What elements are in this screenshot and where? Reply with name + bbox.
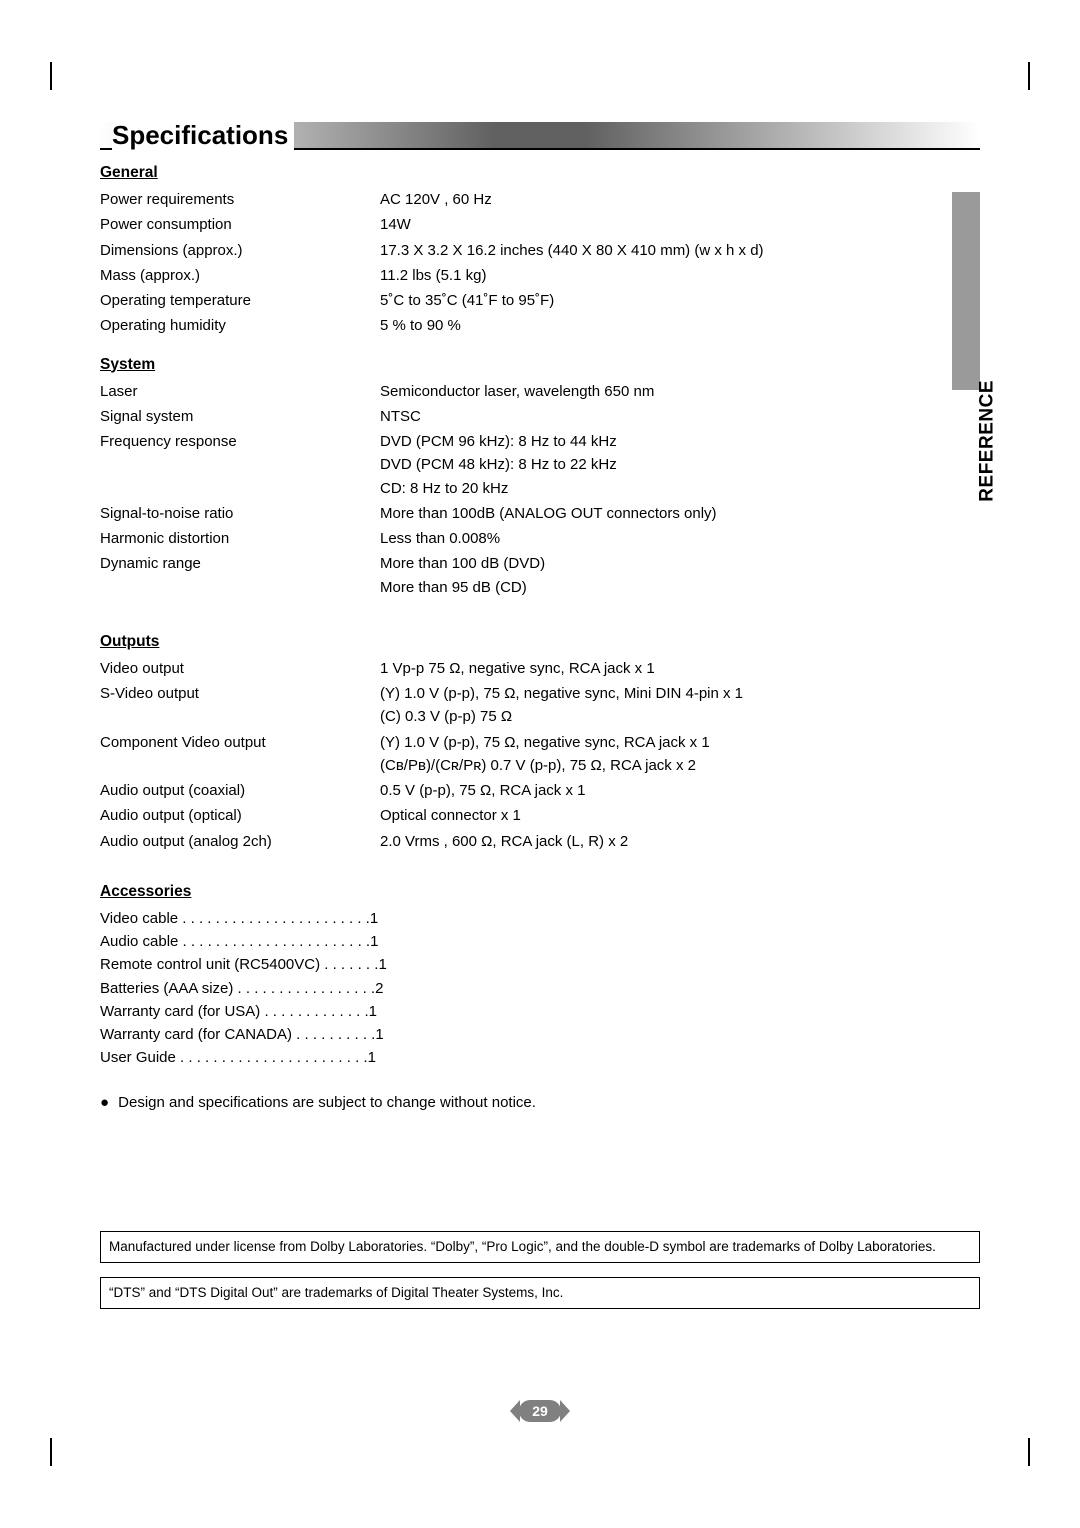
accessory-row: Batteries (AAA size) . . . . . . . . . .… xyxy=(100,977,980,1000)
spec-value: Less than 0.008% xyxy=(380,527,980,550)
spec-label: Mass (approx.) xyxy=(100,264,380,287)
spec-value: 2.0 Vrms , 600 Ω, RCA jack (L, R) x 2 xyxy=(380,830,980,853)
spec-row: Operating temperature5˚C to 35˚C (41˚F t… xyxy=(100,289,980,312)
legal-dts: “DTS” and “DTS Digital Out” are trademar… xyxy=(100,1277,980,1309)
spec-label: Audio output (analog 2ch) xyxy=(100,830,380,853)
spec-value: 11.2 lbs (5.1 kg) xyxy=(380,264,980,287)
spec-value: NTSC xyxy=(380,405,980,428)
spec-row: Audio output (analog 2ch)2.0 Vrms , 600 … xyxy=(100,830,980,853)
spec-label: Power consumption xyxy=(100,213,380,236)
spec-value: More than 100dB (ANALOG OUT connectors o… xyxy=(380,502,980,525)
spec-value: More than 100 dB (DVD)More than 95 dB (C… xyxy=(380,552,980,599)
spec-label: Signal-to-noise ratio xyxy=(100,502,380,525)
side-tab-label: REFERENCE xyxy=(977,380,999,502)
spec-value: 0.5 V (p-p), 75 Ω, RCA jack x 1 xyxy=(380,779,980,802)
spec-value: DVD (PCM 96 kHz): 8 Hz to 44 kHzDVD (PCM… xyxy=(380,430,980,500)
title-bar: Specifications xyxy=(100,122,980,150)
section-outputs: Video output1 Vp-p 75 Ω, negative sync, … xyxy=(100,657,980,853)
crop-mark xyxy=(50,1438,52,1466)
spec-label: Dimensions (approx.) xyxy=(100,239,380,262)
spec-value: (Y) 1.0 V (p-p), 75 Ω, negative sync, RC… xyxy=(380,731,980,778)
spec-label: S-Video output xyxy=(100,682,380,705)
accessory-row: Video cable . . . . . . . . . . . . . . … xyxy=(100,907,980,930)
page-title: Specifications xyxy=(112,120,294,151)
spec-value: 5˚C to 35˚C (41˚F to 95˚F) xyxy=(380,289,980,312)
crop-mark xyxy=(1028,1438,1030,1466)
spec-label: Component Video output xyxy=(100,731,380,754)
crop-mark xyxy=(50,62,52,90)
spec-value: AC 120V , 60 Hz xyxy=(380,188,980,211)
spec-value: 5 % to 90 % xyxy=(380,314,980,337)
crop-mark xyxy=(1028,62,1030,90)
section-heading-accessories: Accessories xyxy=(100,883,980,901)
spec-value: Optical connector x 1 xyxy=(380,804,980,827)
spec-row: LaserSemiconductor laser, wavelength 650… xyxy=(100,380,980,403)
spec-row: S-Video output(Y) 1.0 V (p-p), 75 Ω, neg… xyxy=(100,682,980,729)
spec-value: 14W xyxy=(380,213,980,236)
spec-row: Power requirementsAC 120V , 60 Hz xyxy=(100,188,980,211)
section-general: Power requirementsAC 120V , 60 HzPower c… xyxy=(100,188,980,338)
accessory-row: Warranty card (for USA) . . . . . . . . … xyxy=(100,1000,980,1023)
spec-label: Audio output (coaxial) xyxy=(100,779,380,802)
spec-label: Power requirements xyxy=(100,188,380,211)
spec-value: (Y) 1.0 V (p-p), 75 Ω, negative sync, Mi… xyxy=(380,682,980,729)
spec-label: Harmonic distortion xyxy=(100,527,380,550)
accessory-row: User Guide . . . . . . . . . . . . . . .… xyxy=(100,1046,980,1069)
spec-label: Operating temperature xyxy=(100,289,380,312)
spec-label: Frequency response xyxy=(100,430,380,453)
spec-row: Power consumption14W xyxy=(100,213,980,236)
page-number-badge: 29 xyxy=(519,1400,561,1422)
design-note-text: Design and specifications are subject to… xyxy=(118,1094,536,1111)
spec-row: Audio output (coaxial)0.5 V (p-p), 75 Ω,… xyxy=(100,779,980,802)
spec-value: 17.3 X 3.2 X 16.2 inches (440 X 80 X 410… xyxy=(380,239,980,262)
spec-row: Harmonic distortionLess than 0.008% xyxy=(100,527,980,550)
legal-dolby: Manufactured under license from Dolby La… xyxy=(100,1231,980,1263)
spec-label: Audio output (optical) xyxy=(100,804,380,827)
spec-row: Video output1 Vp-p 75 Ω, negative sync, … xyxy=(100,657,980,680)
spec-row: Component Video output(Y) 1.0 V (p-p), 7… xyxy=(100,731,980,778)
section-accessories: Video cable . . . . . . . . . . . . . . … xyxy=(100,907,980,1070)
side-tab: REFERENCE xyxy=(952,192,980,390)
content-body: General Power requirementsAC 120V , 60 H… xyxy=(100,150,980,1309)
spec-label: Signal system xyxy=(100,405,380,428)
spec-row: Signal systemNTSC xyxy=(100,405,980,428)
spec-label: Laser xyxy=(100,380,380,403)
page-content: Specifications REFERENCE General Power r… xyxy=(100,122,980,1309)
spec-value: 1 Vp-p 75 Ω, negative sync, RCA jack x 1 xyxy=(380,657,980,680)
section-heading-system: System xyxy=(100,356,980,374)
section-system: LaserSemiconductor laser, wavelength 650… xyxy=(100,380,980,599)
spec-label: Operating humidity xyxy=(100,314,380,337)
spec-row: Dynamic rangeMore than 100 dB (DVD)More … xyxy=(100,552,980,599)
design-note: ● Design and specifications are subject … xyxy=(100,1094,980,1111)
spec-row: Signal-to-noise ratioMore than 100dB (AN… xyxy=(100,502,980,525)
spec-row: Mass (approx.)11.2 lbs (5.1 kg) xyxy=(100,264,980,287)
section-heading-general: General xyxy=(100,164,980,182)
accessory-row: Remote control unit (RC5400VC) . . . . .… xyxy=(100,953,980,976)
spec-label: Video output xyxy=(100,657,380,680)
accessory-row: Audio cable . . . . . . . . . . . . . . … xyxy=(100,930,980,953)
spec-row: Operating humidity5 % to 90 % xyxy=(100,314,980,337)
bullet-icon: ● xyxy=(100,1094,114,1111)
section-heading-outputs: Outputs xyxy=(100,633,980,651)
page-number: 29 xyxy=(532,1403,548,1419)
spec-row: Dimensions (approx.)17.3 X 3.2 X 16.2 in… xyxy=(100,239,980,262)
spec-row: Audio output (optical)Optical connector … xyxy=(100,804,980,827)
spec-row: Frequency responseDVD (PCM 96 kHz): 8 Hz… xyxy=(100,430,980,500)
spec-value: Semiconductor laser, wavelength 650 nm xyxy=(380,380,980,403)
spec-label: Dynamic range xyxy=(100,552,380,575)
accessory-row: Warranty card (for CANADA) . . . . . . .… xyxy=(100,1023,980,1046)
